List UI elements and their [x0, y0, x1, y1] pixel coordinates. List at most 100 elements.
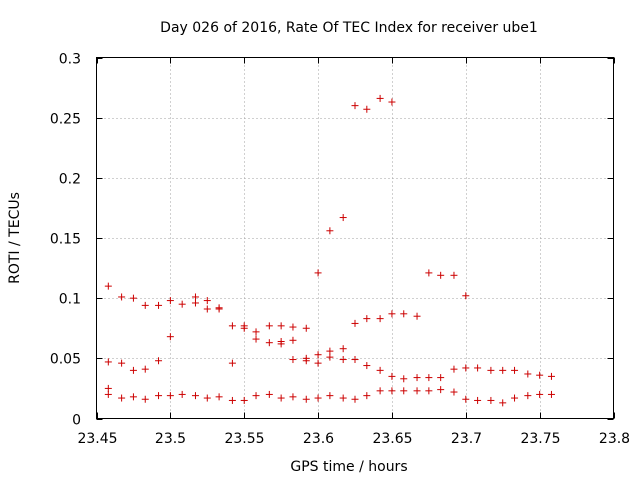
data-point	[240, 324, 248, 332]
data-point	[277, 337, 285, 345]
data-point	[462, 395, 470, 403]
data-point	[166, 297, 174, 305]
data-point	[462, 364, 470, 372]
data-point	[413, 374, 421, 382]
data-point	[425, 374, 433, 382]
data-point	[326, 392, 334, 400]
chart-title: Day 026 of 2016, Rate Of TEC Index for r…	[160, 20, 538, 36]
data-point	[166, 392, 174, 400]
data-point	[499, 399, 507, 407]
y-tick-label: 0.05	[50, 352, 81, 368]
data-point	[203, 394, 211, 402]
data-point	[326, 353, 334, 361]
x-axis-label: GPS time / hours	[290, 459, 407, 475]
data-point	[129, 366, 137, 374]
data-point	[339, 356, 347, 364]
data-point	[363, 105, 371, 113]
data-point	[314, 394, 322, 402]
data-point	[314, 359, 322, 367]
data-point	[191, 299, 199, 307]
data-point	[413, 312, 421, 320]
data-point	[450, 271, 458, 279]
data-point	[141, 395, 149, 403]
data-point	[228, 359, 236, 367]
data-point	[215, 304, 223, 312]
data-point	[302, 324, 310, 332]
data-point	[104, 384, 112, 392]
y-tick-label: 0.3	[59, 52, 81, 68]
data-point	[314, 351, 322, 359]
y-tick-label: 0.2	[59, 172, 81, 188]
data-points	[104, 94, 555, 407]
data-point	[289, 323, 297, 331]
data-point	[400, 375, 408, 383]
data-point	[425, 387, 433, 395]
data-point	[191, 293, 199, 301]
data-point	[339, 214, 347, 222]
data-point	[277, 394, 285, 402]
data-point	[437, 386, 445, 394]
data-point	[252, 392, 260, 400]
data-point	[129, 294, 137, 302]
x-tick-label: 23.8	[599, 431, 630, 447]
plot-frame	[96, 57, 614, 419]
data-point	[499, 366, 507, 374]
data-point	[400, 387, 408, 395]
data-point	[376, 315, 384, 323]
data-point	[524, 392, 532, 400]
data-point	[363, 392, 371, 400]
x-tick-label: 23.5	[155, 431, 186, 447]
grid-lines	[96, 57, 614, 419]
data-point	[191, 392, 199, 400]
data-point	[289, 393, 297, 401]
y-tick-labels: 0 0.05 0.1 0.15 0.2 0.25 0.3	[50, 52, 81, 429]
data-point	[118, 359, 126, 367]
data-point	[252, 328, 260, 336]
data-point	[511, 366, 519, 374]
data-point	[388, 98, 396, 106]
data-point	[118, 293, 126, 301]
data-point	[326, 227, 334, 235]
data-point	[536, 390, 544, 398]
data-point	[326, 347, 334, 355]
data-point	[339, 345, 347, 353]
data-point	[363, 315, 371, 323]
data-point	[376, 387, 384, 395]
data-point	[511, 394, 519, 402]
data-point	[474, 396, 482, 404]
data-point	[265, 322, 273, 330]
x-tick-label: 23.65	[372, 431, 412, 447]
data-point	[536, 371, 544, 379]
data-point	[289, 336, 297, 344]
data-point	[252, 335, 260, 343]
x-tick-label: 23.75	[520, 431, 560, 447]
y-tick-label: 0	[72, 413, 81, 429]
data-point	[547, 390, 555, 398]
data-point	[524, 370, 532, 378]
data-point	[178, 300, 186, 308]
data-point	[129, 393, 137, 401]
data-point	[547, 372, 555, 380]
data-point	[155, 301, 163, 309]
data-point	[118, 394, 126, 402]
data-point	[265, 390, 273, 398]
data-point	[474, 364, 482, 372]
data-point	[351, 102, 359, 110]
data-point	[376, 366, 384, 374]
data-point	[388, 387, 396, 395]
data-point	[487, 366, 495, 374]
y-tick-label: 0.1	[59, 292, 81, 308]
data-point	[228, 396, 236, 404]
data-point	[487, 396, 495, 404]
x-tick-label: 23.45	[77, 431, 117, 447]
data-point	[437, 271, 445, 279]
data-point	[302, 357, 310, 365]
data-point	[155, 357, 163, 365]
x-tick-label: 23.6	[303, 431, 334, 447]
data-point	[228, 322, 236, 330]
data-point	[240, 396, 248, 404]
data-point	[289, 356, 297, 364]
data-point	[166, 333, 174, 341]
x-tick-labels: 23.45 23.5 23.55 23.6 23.65 23.7 23.75 23.8	[77, 431, 630, 447]
